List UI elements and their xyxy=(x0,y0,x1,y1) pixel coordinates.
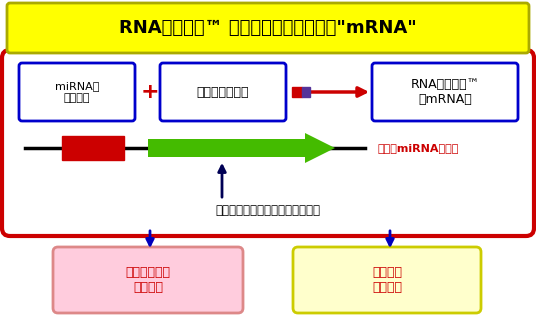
Bar xyxy=(62,136,124,160)
FancyBboxPatch shape xyxy=(372,63,518,121)
FancyArrowPatch shape xyxy=(386,231,393,245)
Text: 自殺遺伝子、蛍光タンパク質など: 自殺遺伝子、蛍光タンパク質など xyxy=(215,204,321,217)
Text: 創薬分野
への応用: 創薬分野 への応用 xyxy=(372,266,402,294)
Text: RNAスイッチ™ とは、デザインされた"mRNA": RNAスイッチ™ とは、デザインされた"mRNA" xyxy=(119,19,417,37)
Text: 再生医療分野
への応用: 再生医療分野 への応用 xyxy=(125,266,170,294)
Text: +: + xyxy=(140,82,159,102)
FancyBboxPatch shape xyxy=(7,3,529,53)
FancyArrowPatch shape xyxy=(147,231,153,245)
Bar xyxy=(302,87,310,97)
Text: マーカー遺伝子: マーカー遺伝子 xyxy=(197,86,249,99)
FancyBboxPatch shape xyxy=(2,50,534,236)
FancyArrowPatch shape xyxy=(295,88,366,96)
Bar xyxy=(292,87,302,97)
Polygon shape xyxy=(148,133,335,163)
FancyArrowPatch shape xyxy=(219,166,225,197)
FancyBboxPatch shape xyxy=(160,63,286,121)
Text: 活性型miRNAを検出: 活性型miRNAを検出 xyxy=(378,143,459,153)
FancyBboxPatch shape xyxy=(19,63,135,121)
FancyBboxPatch shape xyxy=(293,247,481,313)
FancyBboxPatch shape xyxy=(53,247,243,313)
Text: miRNAの
認識配列: miRNAの 認識配列 xyxy=(55,81,99,103)
Text: RNAスイッチ™
（mRNA）: RNAスイッチ™ （mRNA） xyxy=(411,78,480,106)
